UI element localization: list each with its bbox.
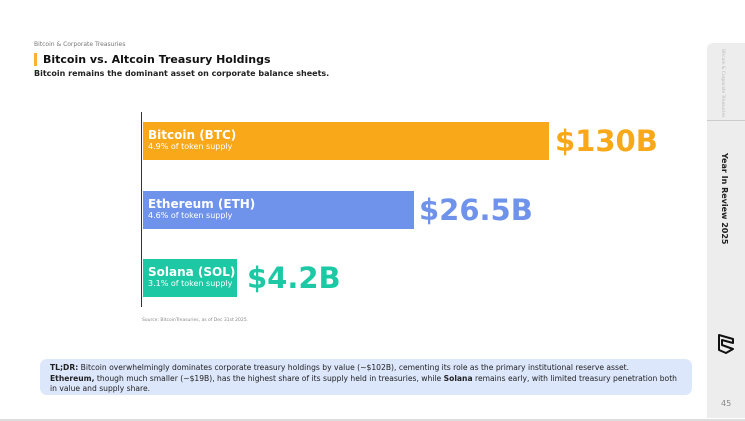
bar-btc: Bitcoin (BTC) 4.9% of token supply [143, 122, 549, 160]
supply-share: 3.1% of token supply [148, 279, 233, 288]
tldr-text: Bitcoin overwhelmingly dominates corpora… [78, 363, 630, 372]
divider [0, 419, 745, 421]
bar-eth: Ethereum (ETH) 4.6% of token supply [143, 191, 414, 229]
supply-share: 4.6% of token supply [148, 211, 233, 220]
tldr-text: remains early, with limited treasury pen… [50, 373, 677, 394]
tldr-box: TL;DR: Bitcoin overwhelmingly dominates … [40, 359, 692, 395]
bar-sol: Solana (SOL) 3.1% of token supply [143, 259, 237, 297]
tldr-sol: Solana [443, 373, 473, 383]
breadcrumb: Bitcoin & Corporate Treasuries [34, 41, 126, 48]
bar-label: Solana (SOL) [148, 265, 236, 279]
value-label-eth: $26.5B [419, 193, 533, 227]
value-label-sol: $4.2B [247, 261, 341, 295]
brand-logo-icon [718, 334, 734, 354]
divider [707, 120, 745, 121]
page-title: Bitcoin vs. Altcoin Treasury Holdings [34, 53, 271, 66]
sidebar-report-title: Year In Review 2025 [720, 153, 729, 245]
tldr-eth: Ethereum, [50, 373, 95, 383]
bar-label: Ethereum (ETH) [148, 197, 256, 211]
value-label-btc: $130B [555, 124, 658, 158]
bar-label: Bitcoin (BTC) [148, 128, 237, 142]
page-subtitle: Bitcoin remains the dominant asset on co… [34, 69, 330, 78]
tldr-lead: TL;DR: [50, 363, 79, 372]
tldr-text: though much smaller (~$19B), has the hig… [94, 373, 444, 383]
page-number: 45 [721, 399, 732, 408]
supply-share: 4.9% of token supply [148, 142, 233, 151]
sidebar-section: Bitcoin & Corporate Treasuries [720, 49, 725, 118]
chart-source: Source: BitcoinTreasuries, as of Dec 31s… [142, 318, 249, 323]
chart-axis [141, 112, 142, 307]
sidebar: Bitcoin & Corporate Treasuries Year In R… [707, 43, 745, 418]
